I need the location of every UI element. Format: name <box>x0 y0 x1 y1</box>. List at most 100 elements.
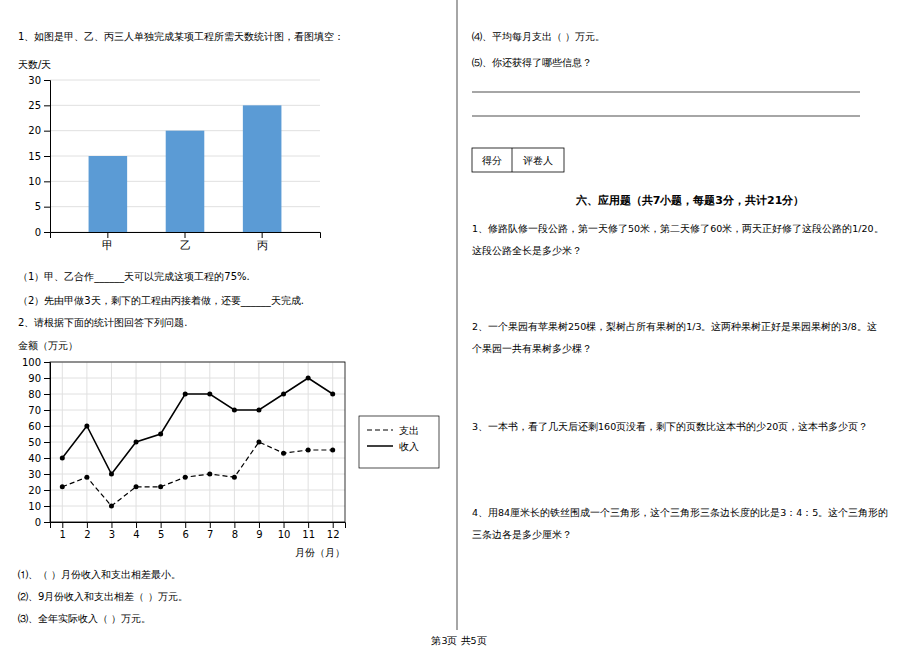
annotation: 1、如图是甲、乙、丙三人单独完成某项工程所需天数统计图，看图填空： <box>18 31 344 42</box>
y-tick-mark <box>44 362 50 363</box>
y-tick-label: 10 <box>28 501 41 512</box>
y-tick-label: 20 <box>28 485 41 496</box>
legend-box <box>359 416 439 468</box>
y-tick: 25 <box>28 100 50 111</box>
bar <box>89 156 128 232</box>
point <box>183 392 188 397</box>
line <box>62 442 332 506</box>
annotation-line: ⑴、（ ）月份收入和支出相差最小。 <box>18 569 181 580</box>
point <box>84 475 89 480</box>
y-tick-label: 25 <box>28 100 41 111</box>
y-tick: 80 <box>28 389 50 400</box>
x-tick-mark <box>107 232 108 238</box>
x-tick: 6 <box>183 522 189 540</box>
point <box>306 448 311 453</box>
annotation-line: ⑶、全年实际收入（ ）万元。 <box>18 613 151 624</box>
grid-line <box>50 458 345 459</box>
point <box>281 451 286 456</box>
x-tick: 10 <box>278 522 291 540</box>
annotation-line: 2、请根据下面的统计图回答下列问题. <box>18 317 188 328</box>
y-tick: 30 <box>28 75 50 86</box>
y-tick-mark <box>44 426 50 427</box>
annotation: ⑴、（ ）月份收入和支出相差最小。 <box>18 569 181 580</box>
answer-line <box>472 116 860 117</box>
y-tick: 30 <box>28 469 50 480</box>
y-tick-mark <box>44 506 50 507</box>
divider <box>457 0 458 630</box>
y-tick: 70 <box>28 405 50 416</box>
x-tick-mark <box>161 522 162 528</box>
point <box>84 424 89 429</box>
annotation: 1、修路队修一段公路，第一天修了50米，第二天修了60米，两天正好修了这段公路的… <box>472 223 884 256</box>
y-tick-mark <box>44 378 50 379</box>
x-tick-label: 乙 <box>180 239 191 252</box>
x-tick-label: 7 <box>207 529 213 540</box>
annotation: 4、用84厘米长的铁丝围成一个三角形，这个三角形三条边长度的比是3：4：5。这个… <box>472 507 888 540</box>
y-tick-label: 10 <box>28 176 41 187</box>
grid-line <box>50 80 320 81</box>
y-tick-mark <box>44 156 50 157</box>
annotation: 六、应用题（共7小题，每题3分，共计21分） <box>575 194 805 207</box>
score-box-divider <box>512 148 513 172</box>
bar <box>166 131 205 232</box>
point <box>207 472 212 477</box>
y-tick-mark <box>44 474 50 475</box>
y-tick-mark <box>44 410 50 411</box>
annotation: ⑶、全年实际收入（ ）万元。 <box>18 613 151 624</box>
y-tick-mark <box>44 442 50 443</box>
annotation: （1）甲、乙合作______天可以完成这项工程的75%. <box>18 271 250 283</box>
point <box>232 408 237 413</box>
annotation: 评卷人 <box>523 155 553 166</box>
point <box>60 484 65 489</box>
x-tick-mark <box>284 522 285 528</box>
bar <box>243 105 282 232</box>
annotation-line: 三条边各是多少厘米？ <box>472 529 572 540</box>
annotation-line: （2）先由甲做3天，剩下的工程由丙接着做，还要______天完成. <box>18 295 304 307</box>
x-tick-mark <box>111 522 112 528</box>
point <box>158 484 163 489</box>
annotation: 第3页 共5页 <box>431 635 486 646</box>
grid-line <box>50 506 345 507</box>
grid-line <box>308 362 309 522</box>
x-tick-mark <box>234 522 235 528</box>
x-tick: 11 <box>302 522 315 540</box>
x-tick-label: 12 <box>327 529 340 540</box>
x-tick-label: 2 <box>84 529 90 540</box>
point <box>256 408 261 413</box>
y-tick-label: 40 <box>28 453 41 464</box>
point <box>330 448 335 453</box>
x-tick: 9 <box>256 522 262 540</box>
y-tick-mark <box>44 131 50 132</box>
y-tick-label: 0 <box>35 517 41 528</box>
y-tick-mark <box>44 232 50 233</box>
x-tick: 4 <box>133 522 139 540</box>
y-tick-mark <box>44 207 50 208</box>
annotation-line: 第3页 共5页 <box>431 635 486 646</box>
x-tick-label: 11 <box>302 529 315 540</box>
x-tick: 丙 <box>257 232 268 252</box>
y-tick-label: 100 <box>22 357 41 368</box>
y-tick-mark <box>44 490 50 491</box>
annotation-line: 4、用84厘米长的铁丝围成一个三角形，这个三角形三条边长度的比是3：4：5。这个… <box>472 507 888 518</box>
x-tick-mark <box>333 522 334 528</box>
plot-frame <box>50 362 345 522</box>
grid-line <box>62 362 63 522</box>
point <box>330 392 335 397</box>
annotation: 3、一本书，看了几天后还剩160页没看，剩下的页数比这本书的少20页，这本书多少… <box>472 421 868 432</box>
axis-line <box>44 363 51 523</box>
x-tick-mark <box>210 522 211 528</box>
y-tick-mark <box>44 394 50 395</box>
grid <box>50 80 320 232</box>
point <box>109 504 114 509</box>
annotation-line: ⑷、平均每月支出（ ）万元。 <box>472 31 605 42</box>
x-tick-mark <box>185 522 186 528</box>
y-tick: 20 <box>28 125 50 136</box>
x-axis: 123456789101112 <box>51 522 346 540</box>
annotation-line: 六、应用题（共7小题，每题3分，共计21分） <box>575 194 805 207</box>
grid-line <box>86 362 87 522</box>
answer-line <box>472 92 860 93</box>
annotation-line: 3、一本书，看了几天后还剩160页没看，剩下的页数比这本书的少20页，这本书多少… <box>472 421 868 432</box>
annotation: ⑸、你还获得了哪些信息？ <box>472 57 592 68</box>
line-chart: 1234567891011120102030405060708090100金额（… <box>18 340 439 558</box>
grid <box>50 362 345 522</box>
